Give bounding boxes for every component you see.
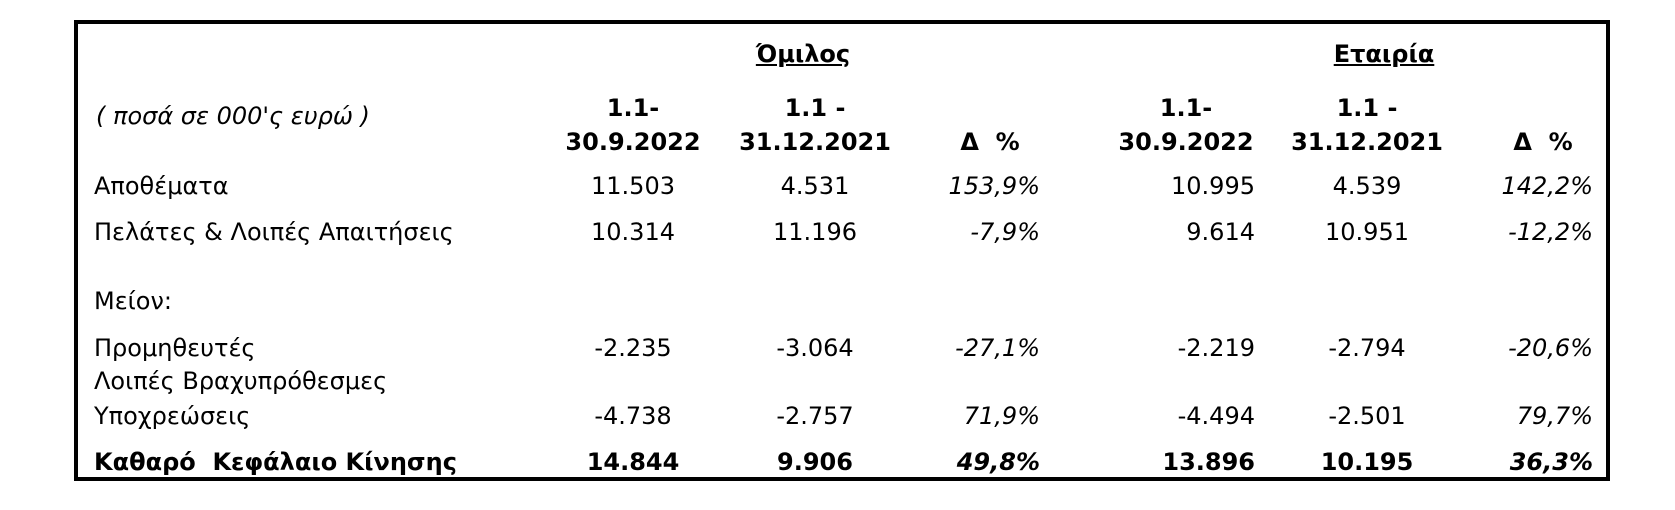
row-label-line1: Λοιπές Βραχυπρόθεσμες <box>94 367 388 395</box>
group-delta-value: 153,9% <box>948 172 1040 200</box>
company-period1-total: 13.896 <box>1162 448 1255 476</box>
company-period2-value: 4.539 <box>1332 172 1402 200</box>
group-period2-value: -2.757 <box>776 402 854 430</box>
group-period2-value: 4.531 <box>780 172 850 200</box>
group-period1-value: -4.738 <box>594 402 672 430</box>
company-period1-value: 9.614 <box>1186 218 1255 246</box>
group-delta-value: -7,9% <box>970 218 1040 246</box>
total-row-label: Καθαρό Κεφάλαιο Κίνησης <box>94 448 457 476</box>
company-header: Εταιρία <box>1333 40 1435 68</box>
group-period2-total: 9.906 <box>777 448 853 476</box>
group-period1-value: 11.503 <box>591 172 675 200</box>
group-period2-header-line1: 1.1 - <box>784 94 846 122</box>
row-label: Μείον: <box>94 287 172 315</box>
company-period2-header-line1: 1.1 - <box>1336 94 1398 122</box>
group-period1-value: -2.235 <box>594 334 672 362</box>
company-delta-value: 79,7% <box>1516 402 1593 430</box>
company-period2-header-line2: 31.12.2021 <box>1291 128 1443 156</box>
table-frame <box>74 20 1610 481</box>
company-delta-value: -20,6% <box>1508 334 1593 362</box>
group-period1-total: 14.844 <box>586 448 680 476</box>
group-period1-header-line1: 1.1- <box>606 94 660 122</box>
group-delta-value: -27,1% <box>955 334 1040 362</box>
group-period2-header-line2: 31.12.2021 <box>739 128 891 156</box>
company-delta-value: 142,2% <box>1501 172 1593 200</box>
row-label-line2: Υποχρεώσεις <box>94 402 251 430</box>
company-period2-value: 10.951 <box>1325 218 1409 246</box>
company-period1-value: 10.995 <box>1171 172 1255 200</box>
company-period2-total: 10.195 <box>1320 448 1414 476</box>
row-label: Προμηθευτές <box>94 334 256 362</box>
company-delta-value: -12,2% <box>1508 218 1593 246</box>
group-delta-total: 49,8% <box>956 448 1040 476</box>
company-period1-header-line2: 30.9.2022 <box>1118 128 1254 156</box>
group-header: Όμιλος <box>755 40 851 68</box>
company-period1-value: -4.494 <box>1177 402 1255 430</box>
group-period1-header-line2: 30.9.2022 <box>565 128 701 156</box>
group-delta-value: 71,9% <box>963 402 1040 430</box>
group-period1-value: 10.314 <box>591 218 675 246</box>
company-period1-header-line1: 1.1- <box>1159 94 1213 122</box>
units-note: ( ποσά σε 000'ς ευρώ ) <box>96 102 370 130</box>
company-delta-total: 36,3% <box>1509 448 1593 476</box>
group-period2-value: -3.064 <box>776 334 854 362</box>
row-label: Πελάτες & Λοιπές Απαιτήσεις <box>94 218 454 246</box>
company-period2-value: -2.501 <box>1328 402 1406 430</box>
row-label: Αποθέματα <box>94 172 229 200</box>
group-delta-header: Δ % <box>960 128 1020 156</box>
group-period2-value: 11.196 <box>773 218 857 246</box>
company-delta-header: Δ % <box>1513 128 1573 156</box>
company-period2-value: -2.794 <box>1328 334 1406 362</box>
company-period1-value: -2.219 <box>1177 334 1255 362</box>
